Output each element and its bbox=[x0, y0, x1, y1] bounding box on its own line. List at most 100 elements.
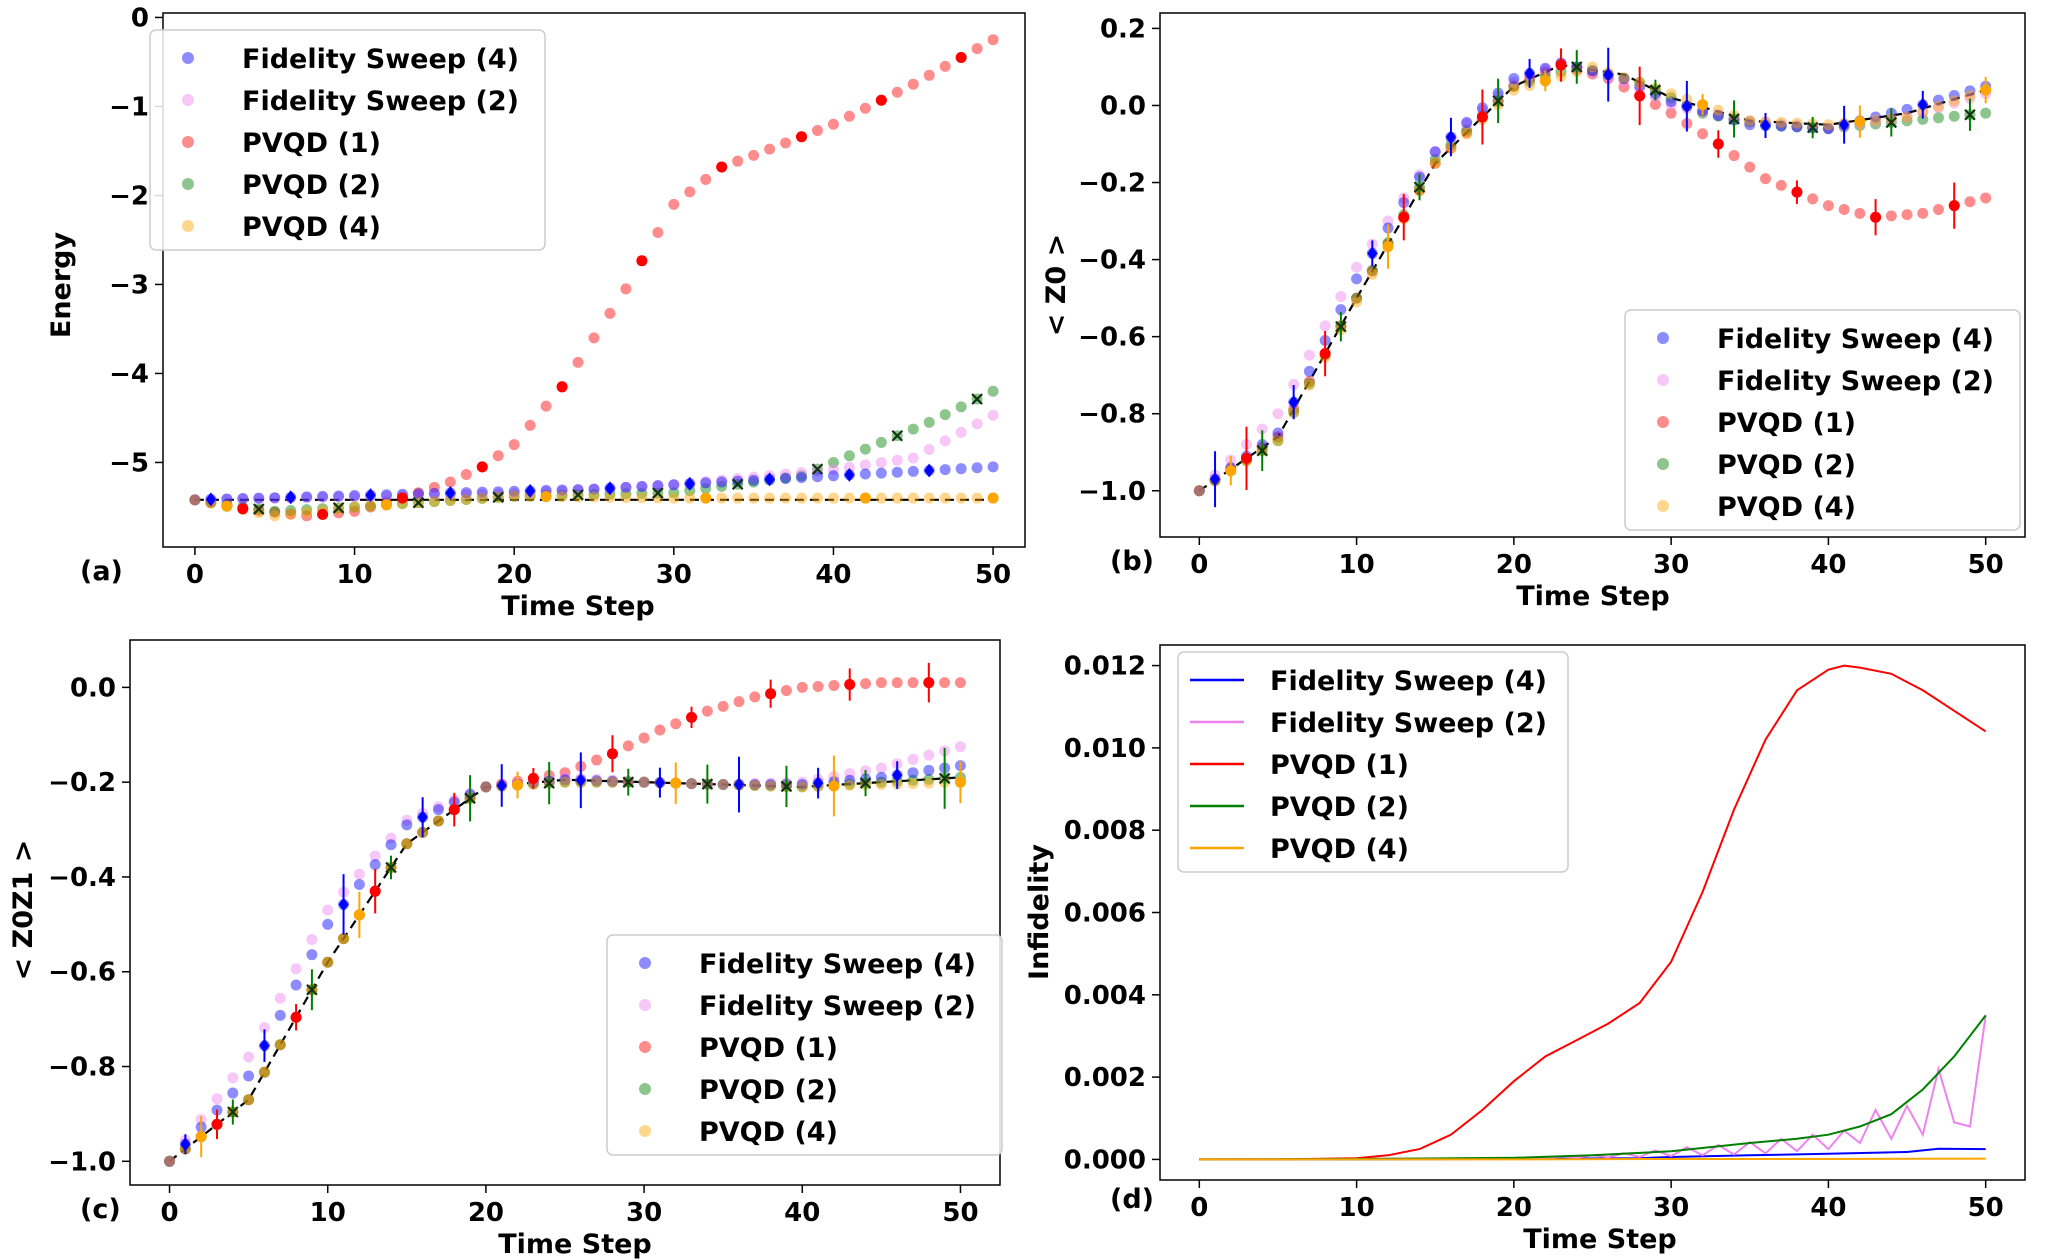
point-1 bbox=[476, 488, 488, 500]
point-4 bbox=[591, 776, 603, 788]
point-3 bbox=[556, 489, 568, 501]
y-axis-label: < Z0 > bbox=[1041, 234, 1072, 336]
point-3 bbox=[322, 956, 334, 968]
legend-label: PVQD (2) bbox=[1270, 792, 1409, 823]
legend-label: Fidelity Sweep (4) bbox=[1270, 666, 1547, 697]
point-2 bbox=[274, 1039, 286, 1051]
point-0 bbox=[1665, 96, 1677, 108]
point-1 bbox=[1822, 123, 1834, 135]
point-3 bbox=[843, 450, 855, 462]
marker-circle bbox=[828, 780, 840, 792]
point-3 bbox=[189, 494, 201, 506]
point-1 bbox=[907, 753, 919, 765]
marker-circle bbox=[859, 492, 871, 504]
marker-circle bbox=[1980, 84, 1992, 96]
point-2 bbox=[654, 724, 666, 736]
point-1 bbox=[301, 492, 313, 504]
point-0 bbox=[1712, 109, 1724, 121]
point-3 bbox=[285, 505, 297, 517]
point-4 bbox=[1791, 117, 1803, 129]
point-3 bbox=[686, 778, 698, 790]
point-0 bbox=[556, 484, 568, 496]
point-1 bbox=[1288, 378, 1300, 390]
point-4 bbox=[274, 1039, 286, 1051]
point-3 bbox=[923, 773, 935, 785]
point-2 bbox=[1649, 99, 1661, 111]
point-2 bbox=[1854, 207, 1866, 219]
marker-diamond bbox=[365, 488, 376, 503]
point-2 bbox=[432, 815, 444, 827]
marker-circle bbox=[875, 94, 887, 106]
point-2 bbox=[1618, 81, 1630, 93]
point-3 bbox=[428, 496, 440, 508]
plot-frame bbox=[1159, 12, 2026, 538]
point-2 bbox=[638, 732, 650, 744]
panel-1: 0 10 20 30 40 50 0.2 0.0 −0.2 −0.4 −0.6 −0.8 −1.0 Tim… bbox=[1041, 12, 2026, 612]
marker-x bbox=[306, 983, 318, 996]
marker-diamond bbox=[180, 1137, 191, 1152]
point-3 bbox=[365, 500, 377, 512]
point-2 bbox=[875, 677, 887, 689]
point-2 bbox=[540, 400, 552, 412]
point-3 bbox=[1744, 116, 1756, 128]
legend-swatch bbox=[639, 999, 651, 1011]
point-1 bbox=[189, 494, 201, 506]
point-3 bbox=[1980, 107, 1992, 119]
y-tick-label: 0 bbox=[131, 3, 149, 33]
point-0 bbox=[749, 779, 761, 791]
marker-circle bbox=[1225, 465, 1237, 477]
point-1 bbox=[843, 461, 855, 473]
point-0 bbox=[796, 472, 808, 484]
marker-circle bbox=[636, 255, 648, 267]
point-1 bbox=[211, 1093, 223, 1105]
point-1 bbox=[923, 443, 935, 455]
point-3 bbox=[716, 480, 728, 492]
point-0 bbox=[412, 488, 424, 500]
point-4 bbox=[401, 838, 413, 850]
point-4 bbox=[243, 1094, 255, 1106]
point-2 bbox=[1760, 173, 1771, 185]
marker-x bbox=[1570, 61, 1583, 73]
point-0 bbox=[987, 461, 999, 473]
point-0 bbox=[380, 489, 392, 501]
point-3 bbox=[401, 838, 413, 850]
y-tick-label: 0.000 bbox=[1064, 1145, 1146, 1175]
point-3 bbox=[1822, 123, 1834, 135]
x-tick-label: 30 bbox=[1653, 550, 1689, 580]
point-4 bbox=[480, 781, 492, 793]
y-tick-label: −0.6 bbox=[48, 958, 116, 988]
point-4 bbox=[444, 495, 456, 507]
point-0 bbox=[1193, 485, 1205, 497]
point-2 bbox=[891, 677, 903, 689]
point-2 bbox=[189, 494, 201, 506]
point-0 bbox=[732, 475, 744, 487]
marker-diamond bbox=[1603, 67, 1614, 82]
y-tick-label: −2 bbox=[109, 181, 149, 211]
point-3 bbox=[796, 781, 808, 793]
legend-label: PVQD (2) bbox=[699, 1075, 838, 1106]
marker-diamond bbox=[496, 778, 507, 793]
point-1 bbox=[1775, 118, 1787, 130]
point-4 bbox=[1461, 128, 1473, 140]
point-4 bbox=[1665, 88, 1677, 100]
marker-circle bbox=[221, 500, 233, 512]
x-tick-label: 0 bbox=[1190, 1193, 1208, 1223]
point-4 bbox=[508, 490, 520, 502]
point-4 bbox=[1822, 119, 1834, 131]
point-0 bbox=[907, 465, 919, 477]
x-tick-label: 10 bbox=[310, 1198, 346, 1228]
point-3 bbox=[591, 776, 603, 788]
legend-swatch bbox=[639, 1125, 651, 1137]
legend-label: PVQD (4) bbox=[1717, 492, 1856, 523]
legend-swatch bbox=[182, 136, 194, 148]
marker-diamond bbox=[1367, 246, 1378, 261]
point-3 bbox=[907, 774, 919, 786]
point-3 bbox=[955, 401, 967, 413]
legend-label: Fidelity Sweep (2) bbox=[1270, 708, 1547, 739]
point-4 bbox=[923, 777, 935, 789]
point-0 bbox=[432, 804, 444, 816]
point-1 bbox=[859, 459, 871, 471]
point-3 bbox=[349, 501, 361, 513]
point-2 bbox=[591, 754, 603, 766]
point-1 bbox=[333, 491, 345, 503]
